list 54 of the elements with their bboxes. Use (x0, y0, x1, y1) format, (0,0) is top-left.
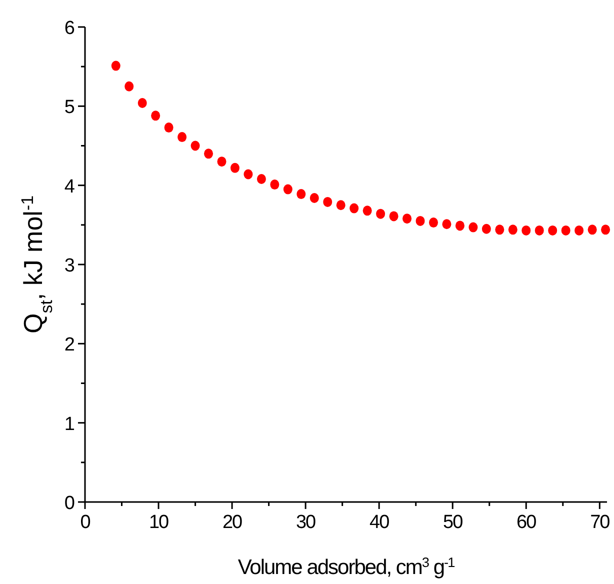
point (482, 224, 491, 234)
point (178, 132, 187, 142)
x-tick-label: 10 (148, 512, 169, 533)
point (283, 184, 292, 194)
point (402, 214, 412, 224)
point (389, 211, 398, 222)
point (495, 224, 504, 235)
point (350, 203, 359, 214)
y-tick-label: 3 (64, 256, 75, 276)
x-tick-label: 0 (80, 512, 90, 533)
x-tick-label: 50 (443, 512, 463, 533)
point (256, 174, 266, 184)
point (164, 122, 174, 133)
y-tick-label: 0 (64, 493, 75, 514)
point (151, 110, 160, 121)
point (442, 219, 452, 230)
point (601, 224, 610, 235)
x-tick-label: 20 (222, 512, 242, 533)
point (204, 148, 214, 159)
y-tick-label: 1 (64, 414, 75, 435)
point (561, 225, 570, 236)
point (588, 224, 597, 235)
point (416, 216, 425, 226)
x-tick-label: 70 (590, 512, 610, 533)
point (455, 220, 464, 231)
point (428, 218, 438, 228)
point (508, 224, 518, 235)
x-tick-label: 60 (516, 512, 536, 533)
point (190, 140, 200, 151)
point (376, 208, 386, 219)
point (522, 225, 531, 236)
y-tick-label: 5 (64, 97, 75, 118)
point (336, 200, 346, 210)
point (217, 156, 226, 167)
point (111, 60, 120, 71)
x-tick-label: 30 (296, 512, 316, 533)
point (534, 225, 544, 236)
point (124, 81, 134, 92)
y-tick-label: 2 (64, 334, 75, 356)
point (270, 180, 280, 190)
point (548, 225, 558, 236)
y-tick-label: 4 (64, 176, 76, 198)
point (244, 169, 253, 180)
point (468, 222, 478, 232)
point (310, 193, 319, 203)
y-tick-label: 6 (64, 18, 75, 39)
point (296, 189, 306, 200)
x-tick-label: 40 (370, 512, 390, 533)
point (230, 162, 240, 173)
point (323, 196, 332, 207)
x-axis-title: Volume adsorbed, cm$^{3}$ g$^{-1}$ (238, 554, 455, 579)
point (138, 98, 147, 108)
point (574, 225, 584, 236)
point (362, 206, 372, 216)
